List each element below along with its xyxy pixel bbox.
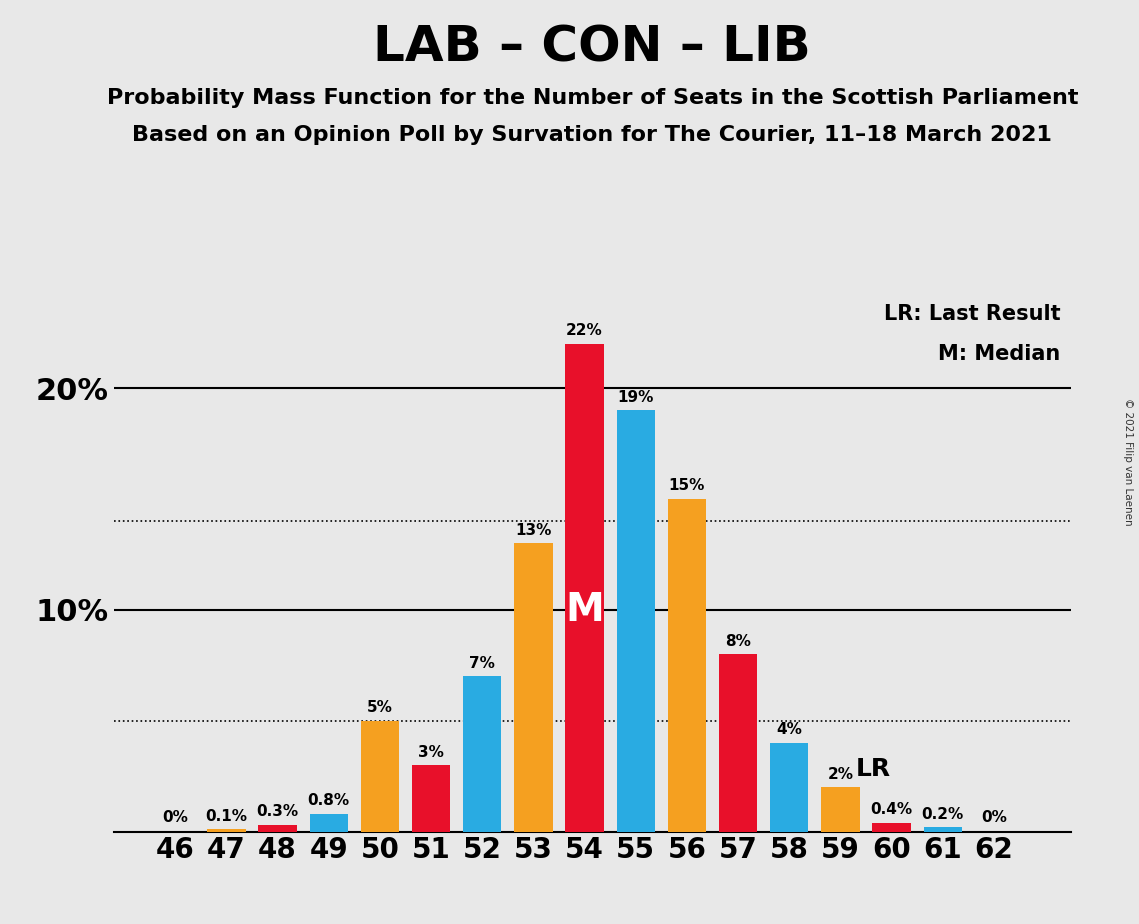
Text: LAB – CON – LIB: LAB – CON – LIB bbox=[374, 23, 811, 71]
Text: LR: LR bbox=[855, 757, 891, 781]
Bar bbox=[310, 814, 349, 832]
Bar bbox=[770, 743, 809, 832]
Bar bbox=[207, 830, 246, 832]
Text: 8%: 8% bbox=[726, 634, 751, 649]
Bar bbox=[565, 344, 604, 832]
Text: © 2021 Filip van Laenen: © 2021 Filip van Laenen bbox=[1123, 398, 1133, 526]
Text: 0%: 0% bbox=[981, 810, 1007, 825]
Bar bbox=[259, 825, 297, 832]
Bar bbox=[924, 827, 962, 832]
Text: 5%: 5% bbox=[367, 700, 393, 715]
Text: 22%: 22% bbox=[566, 323, 603, 338]
Text: 0.2%: 0.2% bbox=[921, 807, 964, 821]
Text: 4%: 4% bbox=[777, 723, 802, 737]
Text: 3%: 3% bbox=[418, 745, 444, 760]
Bar bbox=[719, 654, 757, 832]
Text: 0.4%: 0.4% bbox=[870, 802, 912, 817]
Bar bbox=[361, 721, 399, 832]
Text: 0%: 0% bbox=[163, 810, 188, 825]
Text: M: M bbox=[565, 590, 604, 629]
Bar bbox=[412, 765, 450, 832]
Bar bbox=[667, 499, 706, 832]
Bar bbox=[514, 543, 552, 832]
Text: 0.8%: 0.8% bbox=[308, 794, 350, 808]
Text: M: Median: M: Median bbox=[939, 344, 1060, 364]
Text: Probability Mass Function for the Number of Seats in the Scottish Parliament: Probability Mass Function for the Number… bbox=[107, 88, 1077, 108]
Text: LR: Last Result: LR: Last Result bbox=[884, 304, 1060, 323]
Text: 0.1%: 0.1% bbox=[205, 808, 247, 824]
Bar bbox=[616, 410, 655, 832]
Bar bbox=[464, 676, 501, 832]
Text: 19%: 19% bbox=[617, 390, 654, 405]
Bar bbox=[872, 822, 911, 832]
Bar bbox=[821, 787, 860, 832]
Text: 0.3%: 0.3% bbox=[256, 805, 298, 820]
Text: Based on an Opinion Poll by Survation for The Courier, 11–18 March 2021: Based on an Opinion Poll by Survation fo… bbox=[132, 125, 1052, 145]
Text: 13%: 13% bbox=[515, 523, 551, 538]
Text: 7%: 7% bbox=[469, 656, 495, 671]
Text: 15%: 15% bbox=[669, 479, 705, 493]
Text: 2%: 2% bbox=[827, 767, 853, 782]
